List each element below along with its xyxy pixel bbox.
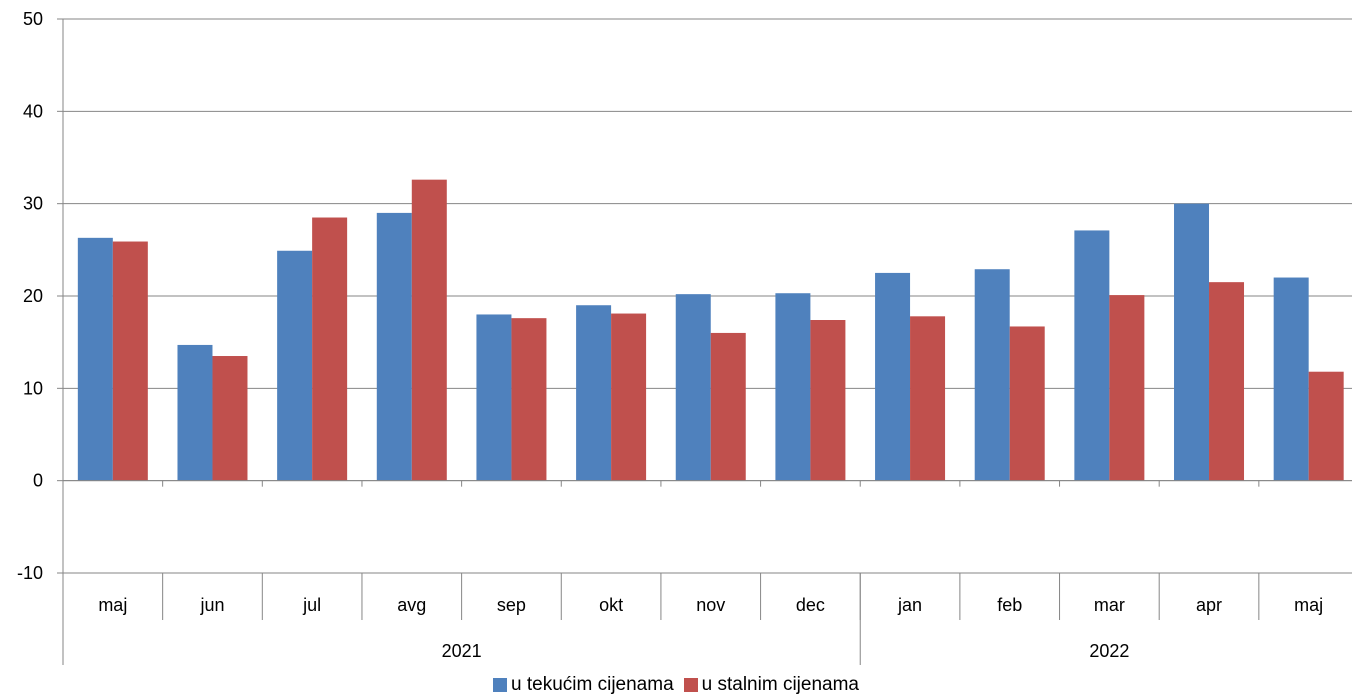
group-label: 2022: [1089, 641, 1129, 661]
legend-label-series-1: u tekućim cijenama: [511, 673, 674, 695]
x-tick-label: avg: [397, 595, 426, 615]
legend-item-series-2: u stalnim cijenama: [683, 673, 859, 696]
bar-series-2-jul: [312, 217, 348, 481]
bar-series-1-avg: [376, 212, 412, 481]
y-tick-label: 30: [23, 194, 43, 214]
bar-series-1-okt: [576, 305, 612, 481]
bar-series-1-feb: [974, 269, 1010, 481]
bar-series-1-mar: [1074, 230, 1110, 481]
legend: u tekućim cijenama u stalnim cijenama: [0, 672, 1352, 697]
y-tick-label: 10: [23, 378, 43, 398]
x-tick-label: maj: [98, 595, 127, 615]
bar-series-2-maj: [112, 241, 148, 481]
x-tick-label: nov: [696, 595, 725, 615]
bar-series-2-feb: [1009, 326, 1045, 481]
x-tick-label: mar: [1094, 595, 1125, 615]
bar-series-1-maj: [1273, 277, 1309, 481]
axes: [57, 18, 1352, 665]
y-tick-label: 50: [23, 9, 43, 29]
x-tick-label: dec: [796, 595, 825, 615]
y-axis-tick-labels: -10 0 10 20 30 40 50: [17, 9, 43, 583]
legend-item-series-1: u tekućim cijenama: [493, 674, 674, 696]
x-axis-group-labels: 2021 2022: [442, 641, 1130, 661]
x-tick-label: feb: [997, 595, 1022, 615]
x-tick-label: sep: [497, 595, 526, 615]
y-tick-label: -10: [17, 563, 43, 583]
bar-series-2-sep: [511, 318, 547, 481]
bar-series-2-avg: [411, 179, 447, 481]
legend-swatch-series-2: [683, 677, 698, 692]
x-tick-label: apr: [1196, 595, 1222, 615]
bar-series-1-jan: [875, 272, 911, 481]
x-tick-label: jul: [302, 595, 321, 615]
legend-label-series-2: u stalnim cijenama: [701, 673, 859, 695]
x-tick-label: jun: [199, 595, 224, 615]
bar-series-1-jul: [277, 250, 313, 481]
bar-series-1-jun: [177, 344, 213, 481]
bar-series-1-maj: [77, 237, 113, 481]
bar-series-1-apr: [1174, 203, 1210, 481]
group-label: 2021: [442, 641, 482, 661]
x-axis-category-labels: maj jun jul avg sep okt nov dec jan feb mar apr maj: [98, 595, 1323, 615]
bars: [77, 179, 1344, 481]
y-tick-label: 20: [23, 286, 43, 306]
bar-series-2-jun: [212, 356, 248, 481]
y-tick-label: 40: [23, 101, 43, 121]
bar-series-2-okt: [611, 313, 647, 481]
bar-series-2-apr: [1209, 282, 1245, 481]
bar-series-1-dec: [775, 293, 811, 481]
bar-series-1-sep: [476, 314, 512, 481]
bar-series-2-nov: [710, 332, 746, 481]
legend-swatch-series-1: [493, 677, 508, 692]
bar-series-2-dec: [810, 320, 846, 481]
x-tick-label: jan: [897, 595, 922, 615]
x-tick-label: maj: [1294, 595, 1323, 615]
bar-series-2-mar: [1109, 295, 1145, 481]
bar-series-1-nov: [675, 294, 711, 481]
y-tick-label: 0: [33, 471, 43, 491]
bar-series-2-maj: [1308, 371, 1344, 481]
bar-series-2-jan: [910, 316, 946, 481]
x-tick-label: okt: [599, 595, 623, 615]
